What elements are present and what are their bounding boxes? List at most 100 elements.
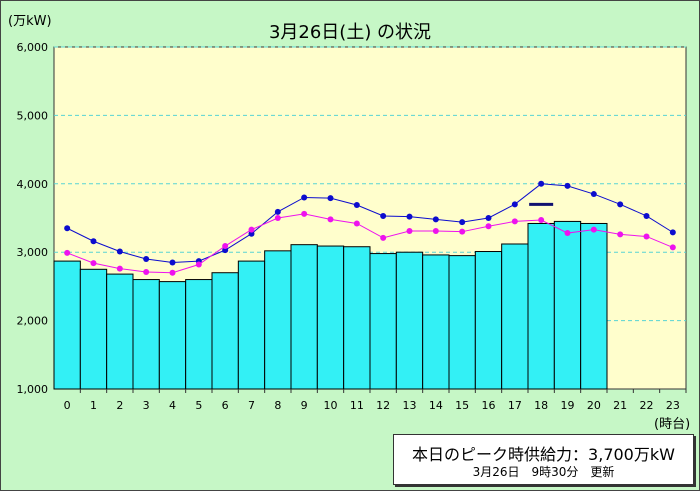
update-time-text: 3月26日 9時30分 更新 <box>472 465 615 479</box>
x-tick-label: 8 <box>274 399 281 412</box>
series-point <box>538 217 545 224</box>
series-point <box>406 227 413 234</box>
series-point <box>222 247 229 254</box>
x-tick-label: 11 <box>350 399 364 412</box>
series-point <box>90 260 97 267</box>
series-point <box>327 195 334 202</box>
bar <box>422 254 450 390</box>
x-tick-label: 1 <box>90 399 97 412</box>
bar-series <box>53 220 608 390</box>
series-point <box>643 212 650 219</box>
series-point <box>485 215 492 221</box>
bar <box>474 251 503 390</box>
x-tick-label: 19 <box>561 399 575 412</box>
bar <box>501 243 529 390</box>
bar <box>553 220 582 390</box>
series-point <box>669 244 676 251</box>
series-point <box>617 231 624 238</box>
x-tick-label: 9 <box>301 399 308 412</box>
chart-title: 3月26日(土) の状況 <box>268 22 432 43</box>
series-point <box>459 228 466 235</box>
series-point <box>564 182 571 189</box>
y-tick-label: 4,000 <box>17 178 49 191</box>
bar <box>237 260 266 390</box>
series-point <box>590 191 597 198</box>
bar <box>527 222 555 390</box>
x-tick-label: 6 <box>222 399 229 412</box>
bar <box>290 244 318 390</box>
x-tick-label: 5 <box>195 399 202 412</box>
series-point <box>64 249 71 256</box>
series-point <box>64 225 71 232</box>
series-point <box>248 230 255 237</box>
series-point <box>669 229 676 236</box>
y-tick-label: 5,000 <box>17 109 49 122</box>
series-point <box>169 259 176 266</box>
series-point <box>327 216 334 223</box>
bar <box>79 268 108 390</box>
series-line <box>66 183 674 263</box>
series-point <box>353 220 360 227</box>
bar <box>264 250 292 390</box>
peak-info-box: 本日のピーク時供給力：3,700万kW 3月26日 9時30分 更新 <box>393 434 694 485</box>
series-point <box>90 238 97 245</box>
series-point <box>459 219 466 226</box>
series-point <box>511 218 518 225</box>
series-point <box>643 233 650 240</box>
y-tick-label: 3,000 <box>17 246 49 259</box>
x-axis-ticks: 0 1 2 3 4 5 6 7 8 9 10 11 12 13 14 15 16 17 18 19 20 21 22 23 <box>64 389 687 412</box>
bar <box>53 260 81 390</box>
x-tick-label: 2 <box>116 399 123 412</box>
series-point <box>143 256 150 263</box>
x-tick-label: 0 <box>64 399 71 412</box>
x-axis-unit: (時台) <box>654 417 691 432</box>
y-tick-label: 6,000 <box>17 41 49 54</box>
bar <box>580 222 608 390</box>
y-tick-label: 1,000 <box>17 383 49 396</box>
bar <box>158 281 187 390</box>
bar <box>106 273 134 390</box>
peak-supply-text: 本日のピーク時供給力：3,700万kW <box>412 445 675 464</box>
series-point <box>169 269 176 276</box>
series-point <box>222 243 229 250</box>
series-point <box>301 210 308 217</box>
series-line <box>66 213 674 274</box>
series-point <box>564 230 571 237</box>
x-tick-label: 10 <box>324 399 338 412</box>
x-tick-label: 4 <box>169 399 176 412</box>
series-point <box>406 213 413 220</box>
x-tick-label: 22 <box>640 399 654 412</box>
bar <box>316 245 345 390</box>
series-point <box>511 201 518 208</box>
bar <box>395 251 424 390</box>
x-tick-label: 20 <box>587 399 601 412</box>
x-tick-label: 21 <box>613 399 627 412</box>
series-point <box>380 212 387 219</box>
x-tick-label: 16 <box>482 399 496 412</box>
series-point <box>274 215 281 221</box>
series-point <box>432 227 439 234</box>
line-series <box>64 180 676 276</box>
series-point <box>274 208 281 215</box>
bar <box>132 279 160 390</box>
series-point <box>248 226 255 233</box>
x-tick-label: 12 <box>376 399 390 412</box>
x-tick-label: 23 <box>666 399 680 412</box>
y-axis-ticks: 1,000 2,000 3,000 4,000 5,000 6,000 <box>17 41 49 396</box>
series-point <box>617 201 624 208</box>
x-tick-label: 18 <box>534 399 548 412</box>
series-point <box>380 234 387 241</box>
series-point <box>432 216 439 223</box>
bar <box>185 279 213 390</box>
series-point <box>116 265 123 272</box>
series-point <box>301 194 308 201</box>
series-point <box>143 269 150 276</box>
series-point <box>116 248 123 255</box>
x-tick-label: 13 <box>403 399 417 412</box>
series-point <box>538 180 545 187</box>
bar <box>211 272 239 390</box>
series-point <box>195 261 202 268</box>
series-point <box>590 226 597 233</box>
series-point <box>485 223 492 230</box>
